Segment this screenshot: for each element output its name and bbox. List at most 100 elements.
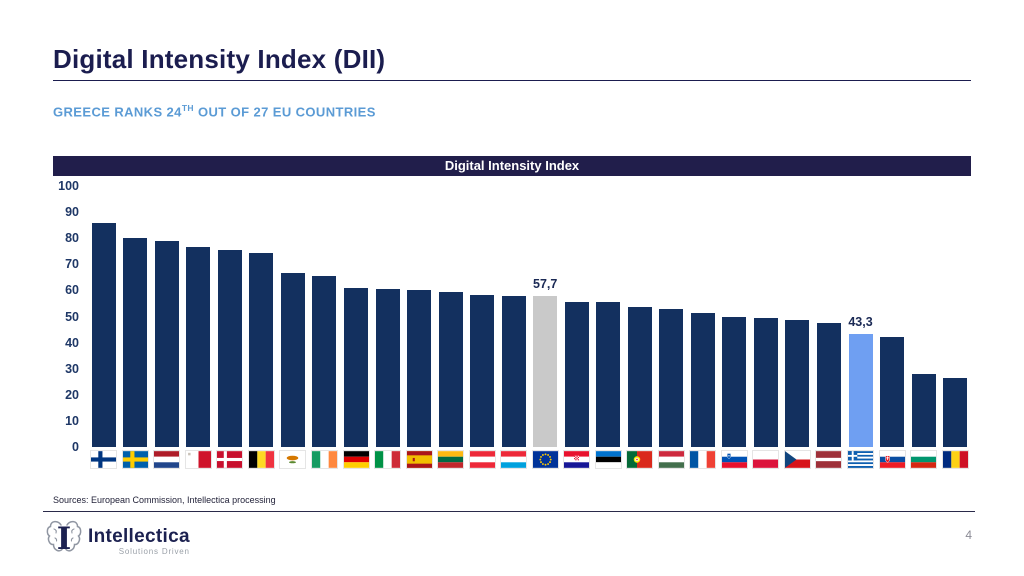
flag-croatia-icon — [561, 450, 593, 469]
y-tick-80: 80 — [65, 231, 79, 246]
intellectica-logo: I Intellectica Solutions Driven — [45, 517, 190, 564]
y-tick-10: 10 — [65, 413, 79, 428]
bar-rect-malta — [186, 247, 211, 447]
bar-italy — [372, 186, 404, 447]
bars-area: 57,7 43,3 — [88, 186, 971, 447]
page-title: Digital Intensity Index (DII) — [53, 44, 386, 74]
bar-sweden — [120, 186, 152, 447]
flag-bulgaria-icon — [908, 450, 940, 469]
bar-rect-slovakia — [880, 337, 905, 447]
bar-spain — [403, 186, 435, 447]
y-tick-30: 30 — [65, 361, 79, 376]
bar-rect-belgium — [249, 252, 274, 447]
bar-rect-estonia — [596, 302, 621, 447]
y-tick-50: 50 — [65, 309, 79, 324]
bar-rect-romania — [943, 377, 968, 447]
flag-italy-icon — [372, 450, 404, 469]
bar-romania — [939, 186, 971, 447]
flag-france-icon — [687, 450, 719, 469]
bar-denmark — [214, 186, 246, 447]
bar-rect-spain — [407, 290, 432, 447]
flag-austria-icon — [466, 450, 498, 469]
bar-lithuania — [435, 186, 467, 447]
bar-rect-portugal — [627, 307, 652, 447]
bar-greece: 43,3 — [845, 186, 877, 447]
bar-rect-ireland — [312, 276, 337, 447]
bar-hungary — [656, 186, 688, 447]
flag-greece-icon — [845, 450, 877, 469]
bar-rect-italy — [375, 289, 400, 447]
bar-poland — [750, 186, 782, 447]
bar-rect-denmark — [217, 249, 242, 447]
bar-rect-austria — [470, 294, 495, 447]
bar-rect-slovenia — [722, 316, 747, 447]
bar-germany — [340, 186, 372, 447]
y-tick-100: 100 — [58, 179, 79, 193]
y-tick-70: 70 — [65, 257, 79, 272]
subtitle-prefix: GREECE RANKS 24 — [53, 104, 182, 120]
bar-chart: 100 90 80 70 60 50 40 30 20 10 0 57,7 43,3 — [53, 176, 971, 454]
bar-finland — [88, 186, 120, 447]
flag-ireland-icon — [309, 450, 341, 469]
bar-belgium — [246, 186, 278, 447]
bar-ireland — [309, 186, 341, 447]
flag-slovakia-icon — [876, 450, 908, 469]
bar-bulgaria — [908, 186, 940, 447]
flag-romania-icon — [939, 450, 971, 469]
brain-i-icon: I — [45, 517, 83, 564]
bar-estonia — [593, 186, 625, 447]
flag-estonia-icon — [593, 450, 625, 469]
logo-tagline: Solutions Driven — [118, 546, 190, 556]
logo-name: Intellectica — [88, 525, 190, 547]
y-tick-0: 0 — [72, 440, 79, 454]
flag-hungary-icon — [656, 450, 688, 469]
bar-eu: 57,7 — [529, 186, 561, 447]
bar-rect-hungary — [659, 308, 684, 447]
subtitle-suffix: OUT OF 27 EU COUNTRIES — [193, 104, 376, 120]
bar-rect-france — [690, 312, 715, 447]
flag-sweden-icon — [120, 450, 152, 469]
subtitle-superscript: TH — [181, 103, 194, 113]
subtitle: GREECE RANKS 24TH OUT OF 27 EU COUNTRIES — [53, 103, 376, 119]
flag-germany-icon — [340, 450, 372, 469]
flag-poland-icon — [750, 450, 782, 469]
flag-portugal-icon — [624, 450, 656, 469]
bar-rect-luxembourg — [501, 295, 526, 447]
bar-rect-croatia — [564, 302, 589, 447]
flag-belgium-icon — [246, 450, 278, 469]
bar-slovenia — [719, 186, 751, 447]
bar-rect-greece — [848, 334, 873, 447]
y-tick-20: 20 — [65, 387, 79, 402]
footer-divider — [43, 511, 975, 512]
bar-rect-cyprus — [280, 273, 305, 447]
sources-note: Sources: European Commission, Intellecti… — [53, 495, 276, 505]
flag-slovenia-icon — [719, 450, 751, 469]
y-tick-40: 40 — [65, 335, 79, 350]
bar-luxembourg — [498, 186, 530, 447]
title-divider — [53, 80, 971, 81]
flag-czechia-icon — [782, 450, 814, 469]
bar-slovakia — [876, 186, 908, 447]
y-axis: 100 90 80 70 60 50 40 30 20 10 0 — [53, 179, 88, 454]
flag-malta-icon — [183, 450, 215, 469]
bar-czechia — [782, 186, 814, 447]
x-axis-flags — [88, 450, 971, 469]
bar-rect-latvia — [816, 323, 841, 447]
y-tick-90: 90 — [65, 205, 79, 220]
y-tick-60: 60 — [65, 283, 79, 298]
bar-value-label-eu: 57,7 — [533, 277, 558, 292]
bar-rect-germany — [344, 287, 369, 447]
chart-title: Digital Intensity Index — [53, 156, 971, 176]
flag-latvia-icon — [813, 450, 845, 469]
bar-rect-netherlands — [154, 240, 179, 447]
flag-netherlands-icon — [151, 450, 183, 469]
bar-rect-sweden — [123, 238, 148, 447]
bar-france — [687, 186, 719, 447]
bar-rect-finland — [91, 222, 116, 447]
flag-eu-icon — [529, 450, 561, 469]
bar-croatia — [561, 186, 593, 447]
flag-cyprus-icon — [277, 450, 309, 469]
bar-austria — [466, 186, 498, 447]
page-number: 4 — [965, 528, 972, 542]
